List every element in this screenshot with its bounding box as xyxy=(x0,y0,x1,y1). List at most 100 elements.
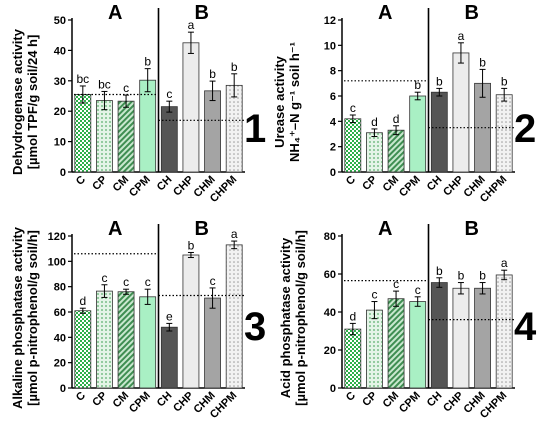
significance-letter: b xyxy=(414,78,421,92)
x-tick-label: CHP xyxy=(171,390,196,415)
panel-number: 3 xyxy=(244,305,266,349)
y-tick-label: 6 xyxy=(330,91,336,103)
significance-letter: c xyxy=(145,275,151,289)
bar-chp xyxy=(452,287,470,389)
bar-chpm xyxy=(495,274,513,389)
significance-letter: b xyxy=(501,74,508,88)
bar-cm xyxy=(387,298,405,389)
panel-number: 1 xyxy=(244,107,266,151)
y-tick-label: 40 xyxy=(324,307,336,319)
y-axis-label-line2: NH₄⁺–N g⁻¹ soil h⁻¹ xyxy=(287,42,302,162)
bar-cm xyxy=(117,100,135,173)
y-axis-label-line1: Dehydrogenase activity xyxy=(10,28,25,175)
bar-ch xyxy=(430,282,448,389)
bar-cp xyxy=(96,290,113,389)
x-tick-label: CHP xyxy=(171,174,196,199)
y-tick-label: 80 xyxy=(324,231,336,243)
significance-letter: a xyxy=(458,29,465,43)
group-label-a: A xyxy=(378,218,392,240)
y-axis-label-line1: Alkaline phosphatase activity xyxy=(10,226,25,409)
significance-letter: a xyxy=(501,256,508,270)
y-tick-label: 120 xyxy=(48,231,66,243)
bar-c xyxy=(344,118,362,173)
bar-chpm xyxy=(495,94,513,173)
y-tick-label: 0 xyxy=(330,383,336,395)
y-axis-label-line1: Urease activity xyxy=(272,55,287,148)
bar-ch xyxy=(160,106,178,173)
bar-c xyxy=(74,94,92,173)
significance-letter: b xyxy=(231,60,238,74)
y-tick-label: 60 xyxy=(324,269,336,281)
bar-chp xyxy=(182,254,200,389)
x-tick-label: C xyxy=(344,390,358,404)
group-label-a: A xyxy=(108,218,122,240)
group-label-b: B xyxy=(195,218,209,240)
bar-cp xyxy=(96,100,113,173)
significance-letter: b xyxy=(209,67,216,81)
bar-cm xyxy=(387,129,405,173)
y-tick-label: 20 xyxy=(54,106,66,118)
y-tick-label: 0 xyxy=(60,383,66,395)
group-label-b: B xyxy=(465,218,479,240)
bar-chm xyxy=(204,297,221,389)
significance-letter: a xyxy=(188,18,195,32)
panel-number: 4 xyxy=(514,305,537,349)
x-tick-label: CP xyxy=(90,174,109,193)
x-tick-label: CPM xyxy=(127,390,153,416)
y-axis-label-line2: [µmol p-nitrophenol/g soil/h] xyxy=(25,230,40,406)
y-tick-label: 4 xyxy=(330,116,337,128)
x-tick-label: CPM xyxy=(397,390,423,416)
bar-chpm xyxy=(225,84,243,173)
y-tick-label: 10 xyxy=(54,137,66,149)
bar-chm xyxy=(474,287,491,389)
bar-ch xyxy=(430,91,448,173)
y-tick-label: 30 xyxy=(54,76,66,88)
y-tick-label: 0 xyxy=(60,167,66,179)
significance-letter: c xyxy=(123,81,129,95)
group-label-a: A xyxy=(378,2,392,24)
significance-letter: c xyxy=(210,274,216,288)
significance-letter: bc xyxy=(76,72,89,86)
y-tick-label: 0 xyxy=(330,167,336,179)
y-tick-label: 40 xyxy=(54,332,66,344)
significance-letter: a xyxy=(231,227,238,241)
y-tick-label: 80 xyxy=(54,282,66,294)
significance-letter: c xyxy=(371,288,377,302)
significance-letter: b xyxy=(188,238,195,252)
significance-letter: e xyxy=(166,309,173,323)
significance-letter: b xyxy=(144,55,151,69)
y-tick-label: 100 xyxy=(48,256,66,268)
bar-c xyxy=(344,328,362,389)
bar-cpm xyxy=(409,301,427,389)
x-tick-label: CPM xyxy=(397,174,423,200)
y-tick-label: 40 xyxy=(54,45,66,57)
x-tick-label: CHP xyxy=(441,390,466,415)
bar-cp xyxy=(366,309,383,389)
x-tick-label: C xyxy=(74,174,88,188)
y-tick-label: 2 xyxy=(330,142,336,154)
y-tick-label: 12 xyxy=(324,15,336,27)
group-label-b: B xyxy=(465,2,479,24)
significance-letter: b xyxy=(436,264,443,278)
bar-c xyxy=(74,310,92,389)
significance-letter: c xyxy=(393,277,399,291)
significance-letter: b xyxy=(479,269,486,283)
x-tick-label: CP xyxy=(360,174,379,193)
y-tick-label: 20 xyxy=(324,345,336,357)
group-label-a: A xyxy=(108,2,122,24)
y-axis-label-line2: [µmol p-nitrophenol/g soil/h] xyxy=(293,230,308,406)
significance-letter: b xyxy=(436,74,443,88)
significance-letter: d xyxy=(349,309,356,323)
x-tick-label: CPM xyxy=(127,174,153,200)
significance-letter: d xyxy=(393,112,400,126)
panel-number: 2 xyxy=(514,107,536,151)
significance-letter: d xyxy=(371,115,378,129)
significance-letter: c xyxy=(415,283,421,297)
significance-letter: b xyxy=(458,269,465,283)
y-axis-label-line1: Acid phosphatase activity xyxy=(278,237,293,398)
